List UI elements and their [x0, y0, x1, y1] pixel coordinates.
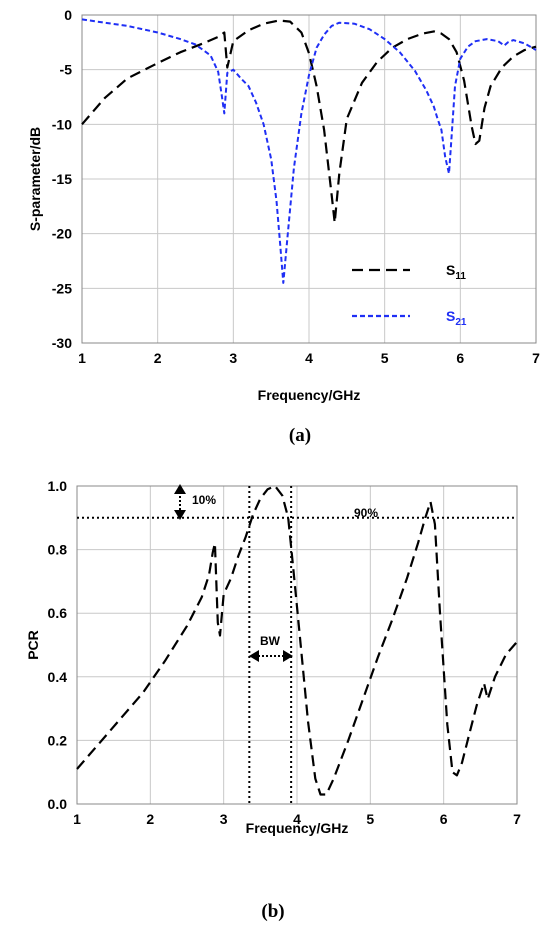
chart-a-y-ticks: 0 -5 -10 -15 -20 -25 -30 [52, 7, 72, 351]
ninety-percent-label: 90% [354, 506, 378, 520]
chart-a-plot-frame [81, 14, 537, 344]
y-tick-label: -10 [52, 116, 72, 132]
chart-a-legend: S11 S21 [352, 262, 467, 328]
chart-a-x-ticks: 1 2 3 4 5 6 7 [78, 350, 540, 366]
ten-percent-arrowhead-up [174, 484, 186, 494]
x-tick-label: 2 [154, 350, 162, 366]
chart-b-y-ticks: 0.0 0.2 0.4 0.6 0.8 1.0 [48, 478, 68, 812]
x-tick-label: 7 [532, 350, 540, 366]
x-tick-label: 4 [305, 350, 313, 366]
y-tick-label: 0.2 [48, 732, 68, 748]
bw-arrowhead-left [249, 650, 259, 662]
x-tick-label: 4 [293, 811, 301, 827]
x-tick-label: 1 [73, 811, 81, 827]
x-tick-label: 2 [146, 811, 154, 827]
y-tick-label: -15 [52, 171, 72, 187]
chart-a-y-axis-title: S-parameter/dB [27, 127, 43, 231]
chart-b-reference-lines [77, 486, 517, 804]
bw-arrowhead-right [283, 650, 293, 662]
x-tick-label: 7 [513, 811, 521, 827]
x-tick-label: 3 [220, 811, 228, 827]
chart-a-series [81, 18, 537, 284]
chart-a: 0 -5 -10 -15 -20 -25 -30 1 2 3 4 5 6 7 Frequency/GHz… [27, 7, 540, 446]
chart-b-plot-frame [76, 485, 518, 805]
x-tick-label: 5 [366, 811, 374, 827]
chart-a-grid [81, 14, 537, 344]
y-tick-label: -20 [52, 226, 72, 242]
ten-percent-label: 10% [192, 493, 216, 507]
chart-b-x-ticks: 1 2 3 4 5 6 7 [73, 811, 521, 827]
x-tick-label: 6 [456, 350, 464, 366]
series-line-s21 [81, 18, 537, 284]
series-line-s11 [81, 19, 537, 224]
chart-b-x-axis-title: Frequency/GHz [246, 820, 349, 836]
x-tick-label: 6 [440, 811, 448, 827]
legend-s21-label: S21 [446, 308, 467, 328]
series-line-pcr [76, 484, 518, 796]
y-tick-label: 0.4 [48, 669, 68, 685]
x-tick-label: 3 [229, 350, 237, 366]
x-tick-label: 1 [78, 350, 86, 366]
y-tick-label: 0 [64, 7, 72, 23]
panel-a-label: (a) [289, 425, 311, 446]
y-tick-label: 1.0 [48, 478, 68, 494]
chart-b-y-axis-title: PCR [25, 630, 41, 660]
y-tick-label: 0.0 [48, 796, 68, 812]
chart-b-annotations: 10% 90% BW [174, 484, 378, 662]
panel-b-label: (b) [261, 901, 284, 922]
chart-b: 0.0 0.2 0.4 0.6 0.8 1.0 1 2 3 4 5 6 7 10% 90% BW Fr… [25, 478, 521, 922]
y-tick-label: -25 [52, 280, 72, 296]
y-tick-label: 0.6 [48, 605, 68, 621]
x-tick-label: 5 [381, 350, 389, 366]
ten-percent-arrowhead-down [174, 510, 186, 520]
bw-label: BW [260, 634, 281, 648]
chart-a-x-axis-title: Frequency/GHz [258, 387, 361, 403]
y-tick-label: -5 [60, 62, 73, 78]
legend-s11-label: S11 [446, 262, 466, 282]
chart-b-series [76, 484, 518, 796]
y-tick-label: 0.8 [48, 542, 68, 558]
y-tick-label: -30 [52, 335, 72, 351]
